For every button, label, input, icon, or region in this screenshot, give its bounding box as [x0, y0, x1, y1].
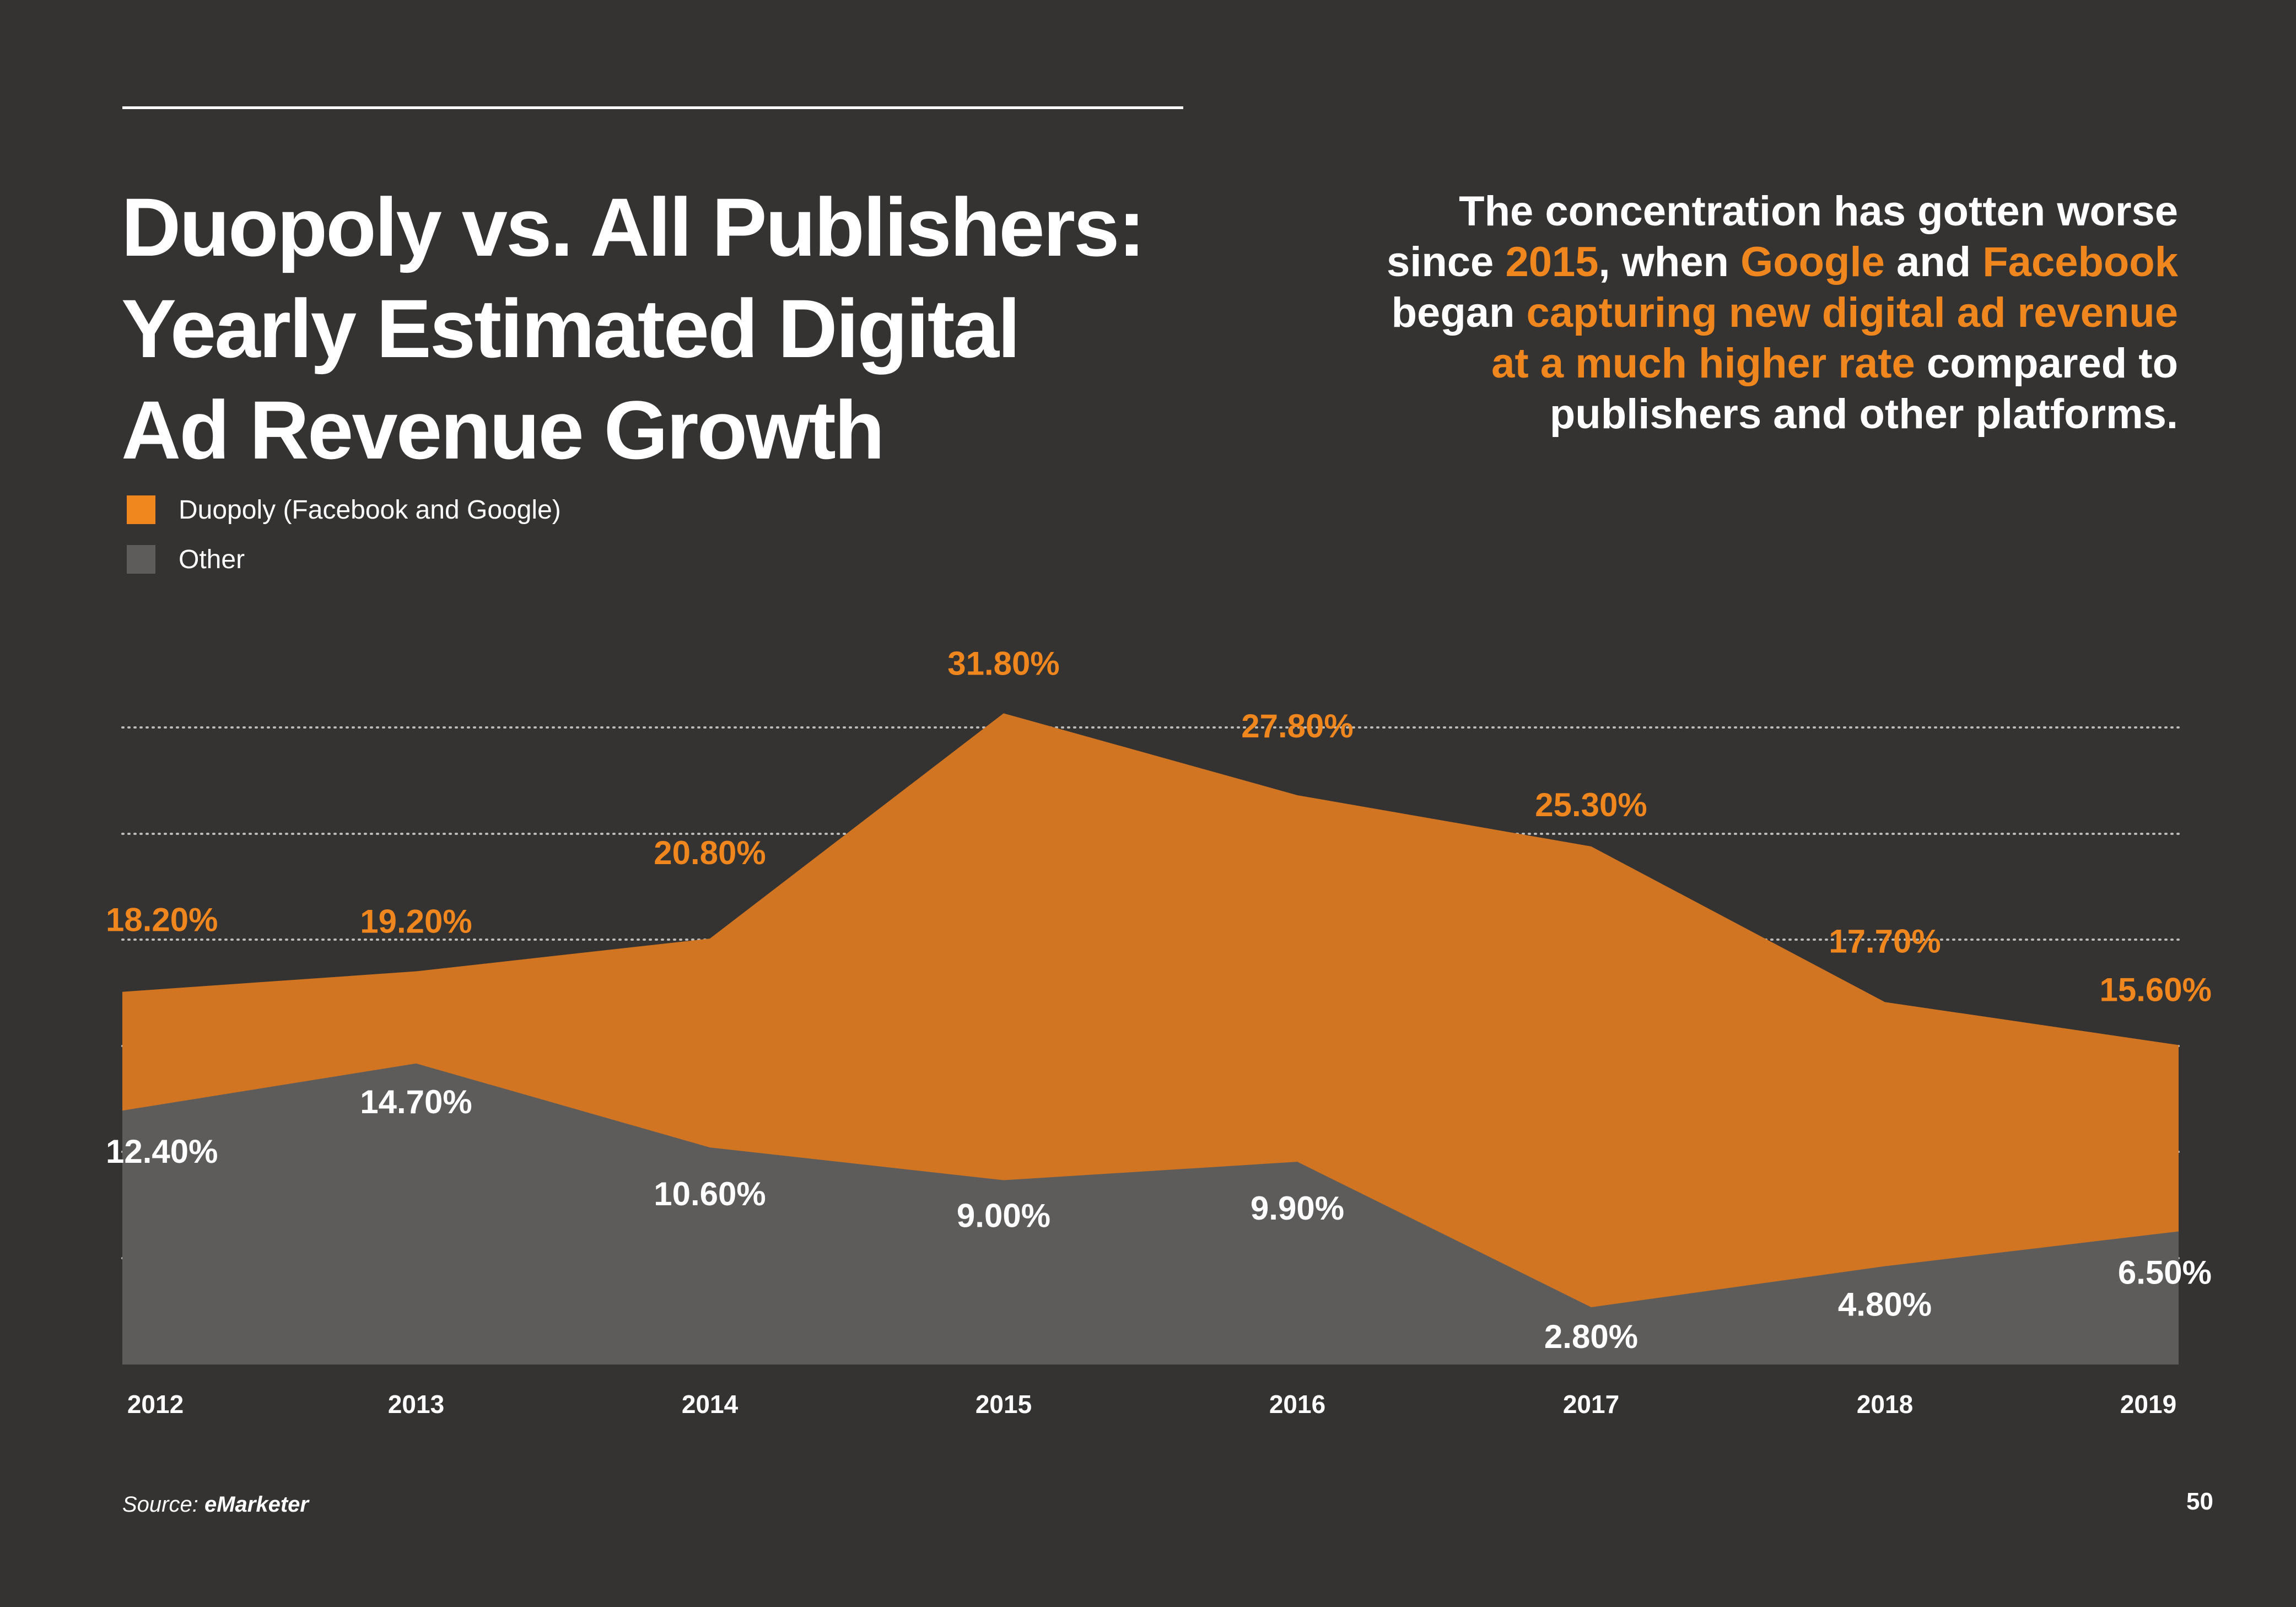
callout-line-3: began capturing new digital ad revenue: [1269, 288, 2178, 338]
callout-highlight-facebook: Facebook: [1982, 239, 2178, 285]
area-other: [122, 1063, 2179, 1365]
data-label-other: 9.90%: [1251, 1190, 1344, 1227]
x-tick-label: 2014: [682, 1390, 739, 1419]
callout-line-1: The concentration has gotten worse: [1459, 188, 2178, 235]
page-title: Duopoly vs. All Publishers: Yearly Estim…: [121, 176, 1224, 481]
data-label-duopoly: 15.60%: [2100, 971, 2212, 1008]
callout-highlight-rate: at a much higher rate: [1491, 340, 1915, 387]
legend-label-other: Other: [179, 544, 245, 574]
legend-label-duopoly: Duopoly (Facebook and Google): [179, 495, 561, 525]
chart-x-axis: 2012 2013 2014 2015 2016 2017 2018 2019: [127, 1390, 2176, 1419]
data-label-other: 10.60%: [654, 1175, 766, 1212]
x-tick-label: 2018: [1857, 1390, 1913, 1419]
x-tick-label: 2015: [975, 1390, 1032, 1419]
callout-text-segment: and: [1884, 239, 1983, 285]
callout-text-segment: began: [1391, 289, 1527, 336]
data-label-duopoly: 25.30%: [1535, 786, 1647, 823]
callout-highlight-2015: 2015: [1505, 239, 1599, 285]
data-label-duopoly: 17.70%: [1829, 923, 1941, 959]
data-label-duopoly: 27.80%: [1241, 708, 1354, 745]
data-label-other: 2.80%: [1544, 1318, 1638, 1355]
page-number: 50: [2186, 1488, 2213, 1515]
callout-highlight-google: Google: [1740, 239, 1885, 285]
callout-text-segment: , when: [1598, 239, 1741, 285]
callout-text: The concentration has gotten worse since…: [1269, 186, 2178, 440]
data-label-duopoly: 18.20%: [106, 902, 218, 939]
top-rule: [122, 106, 1183, 109]
callout-line-4: at a much higher rate compared to: [1269, 338, 2178, 389]
x-tick-label: 2012: [127, 1390, 184, 1419]
x-tick-label: 2019: [2120, 1390, 2176, 1419]
data-label-duopoly: 20.80%: [654, 834, 766, 871]
callout-line-2: since 2015, when Google and Facebook: [1269, 237, 2178, 288]
callout-line-5: publishers and other platforms.: [1549, 391, 2178, 438]
x-tick-label: 2016: [1269, 1390, 1325, 1419]
source-prefix: Source:: [122, 1492, 198, 1517]
data-label-duopoly: 19.20%: [360, 903, 472, 940]
source-name: eMarketer: [204, 1492, 309, 1517]
data-label-other: 9.00%: [957, 1198, 1050, 1234]
data-label-other: 4.80%: [1838, 1286, 1932, 1323]
callout-text-segment: compared to: [1915, 340, 2178, 387]
callout-text-segment: since: [1386, 239, 1506, 285]
legend-swatch-duopoly: [127, 495, 155, 524]
legend-item-other: Other: [127, 535, 561, 584]
data-label-other: 6.50%: [2118, 1254, 2212, 1291]
title-line-1: Duopoly vs. All Publishers:: [121, 181, 1145, 273]
title-line-3: Ad Revenue Growth: [121, 384, 885, 476]
x-tick-label: 2017: [1563, 1390, 1619, 1419]
legend-swatch-other: [127, 545, 155, 574]
data-label-other: 12.40%: [106, 1133, 218, 1170]
chart-legend: Duopoly (Facebook and Google) Other: [127, 485, 561, 584]
chart-data-labels: 18.20% 19.20% 20.80% 31.80% 27.80% 25.30% 17.7…: [106, 645, 2212, 1355]
title-line-2: Yearly Estimated Digital: [121, 282, 1021, 375]
data-label-duopoly: 31.80%: [947, 645, 1060, 682]
data-label-other: 14.70%: [360, 1083, 472, 1120]
source-note: Source: eMarketer: [122, 1492, 309, 1517]
legend-item-duopoly: Duopoly (Facebook and Google): [127, 485, 561, 535]
chart-areas: [122, 713, 2179, 1365]
callout-highlight-capturing: capturing new digital ad revenue: [1526, 289, 2178, 336]
x-tick-label: 2013: [388, 1390, 444, 1419]
